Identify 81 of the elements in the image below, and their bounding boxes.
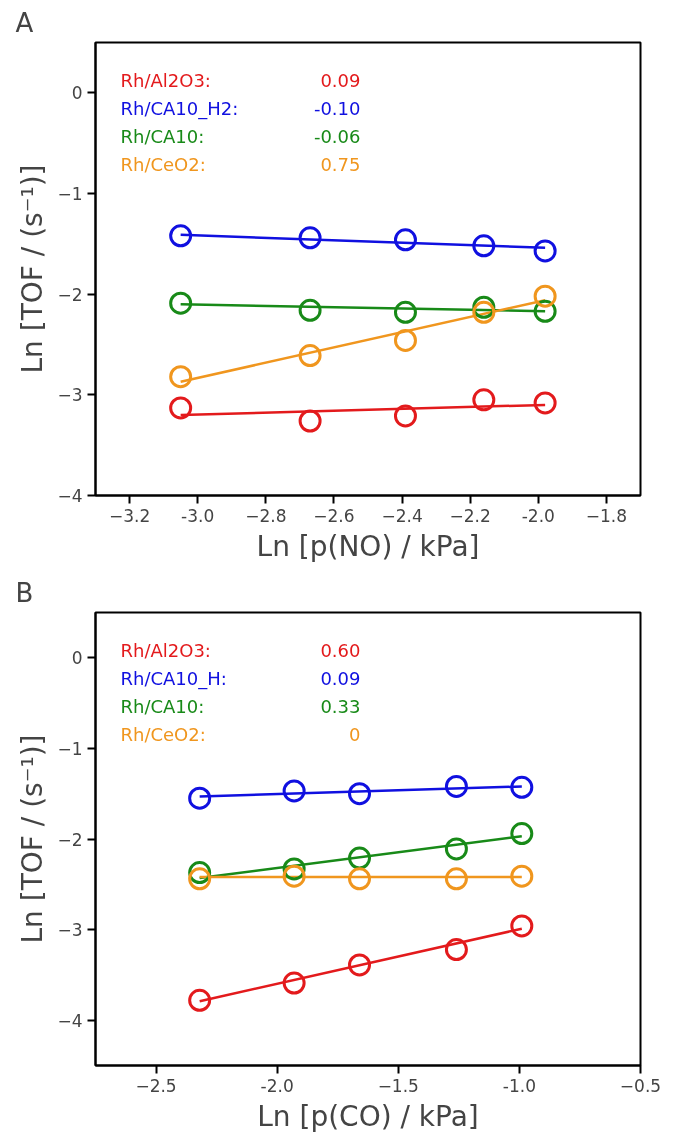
point (472, 388, 496, 412)
annotation: 0.09 (320, 668, 361, 689)
point (348, 867, 372, 891)
x-tick-label: -2.0 (260, 1075, 294, 1096)
y-tick-label: −1 (57, 184, 83, 204)
text: Rh/CeO2: (120, 724, 206, 745)
point (444, 867, 468, 891)
y-tick-label: 0 (71, 83, 83, 104)
annotation: -0.06 (313, 126, 361, 147)
x-tick-label: -1.0 (502, 1075, 536, 1096)
point (169, 365, 193, 389)
point (348, 953, 372, 977)
y-tick-label: −1 (57, 738, 83, 759)
annotation: 0.60 (320, 640, 361, 661)
point (510, 864, 534, 888)
text: Rh/Al2O3: (120, 640, 211, 661)
y-tick-label: −3 (57, 920, 83, 941)
y-axis-title: Ln [TOF / (s⁻¹)] (16, 164, 50, 374)
point (510, 775, 534, 799)
y-tick-label: −2 (57, 829, 83, 850)
point (298, 298, 322, 322)
point (393, 228, 417, 252)
point (510, 822, 534, 846)
x-tick-label: -3.0 (181, 505, 215, 526)
point (348, 782, 372, 806)
point (444, 837, 468, 861)
text: Rh/CA10: (120, 126, 205, 147)
chart-title: B (15, 577, 34, 608)
y-axis-title: Ln [TOF / (s⁻¹)] (16, 734, 50, 944)
point (472, 300, 496, 324)
y-tick-label: −4 (57, 486, 83, 506)
chart-title: A (15, 7, 34, 38)
point (393, 300, 417, 324)
text: Rh/CA10_H2: (120, 98, 239, 120)
x-tick-label: −2.2 (449, 505, 491, 526)
point (298, 226, 322, 250)
y-tick-label: −3 (57, 385, 83, 406)
x-tick-label: −0.5 (619, 1075, 662, 1096)
point (348, 846, 372, 870)
x-axis-title: Ln [p(NO) / kPa] (256, 529, 480, 563)
point (393, 404, 417, 428)
x-axis-title: Ln [p(CO) / kPa] (257, 1099, 479, 1133)
point (298, 344, 322, 368)
y-tick-label: 0 (71, 648, 83, 669)
point (533, 284, 557, 308)
x-tick-label: −2.6 (313, 505, 355, 526)
y-tick-label: −4 (57, 1010, 83, 1031)
point (282, 779, 306, 803)
text: Rh/Al2O3: (120, 70, 211, 91)
x-tick-label: −2.8 (245, 505, 287, 526)
x-tick-label: -2.0 (521, 505, 555, 526)
annotation: 0.33 (320, 696, 361, 717)
point (188, 786, 212, 810)
x-tick-label: −2.5 (135, 1075, 177, 1096)
text: Rh/CeO2: (120, 154, 206, 175)
x-tick-label: −1.5 (377, 1075, 419, 1096)
point (533, 391, 557, 415)
point (444, 938, 468, 962)
point (510, 914, 534, 938)
point (444, 774, 468, 798)
point (533, 239, 557, 263)
point (298, 409, 322, 433)
point (188, 867, 212, 891)
point (282, 971, 306, 995)
text: Rh/CA10: (120, 696, 205, 717)
annotation: -0.10 (313, 98, 361, 119)
point (188, 988, 212, 1012)
point (169, 224, 193, 248)
point (472, 234, 496, 258)
annotation: 0 (349, 724, 361, 745)
x-tick-label: −1.8 (585, 505, 628, 526)
point (169, 291, 193, 315)
annotation: 0.75 (320, 154, 361, 175)
x-tick-label: −3.2 (108, 505, 151, 526)
point (282, 864, 306, 888)
text: Rh/CA10_H: (120, 668, 227, 690)
point (169, 396, 193, 420)
y-tick-label: −2 (57, 284, 83, 305)
x-tick-label: −2.4 (381, 505, 423, 526)
point (393, 328, 417, 352)
annotation: 0.09 (320, 70, 361, 91)
